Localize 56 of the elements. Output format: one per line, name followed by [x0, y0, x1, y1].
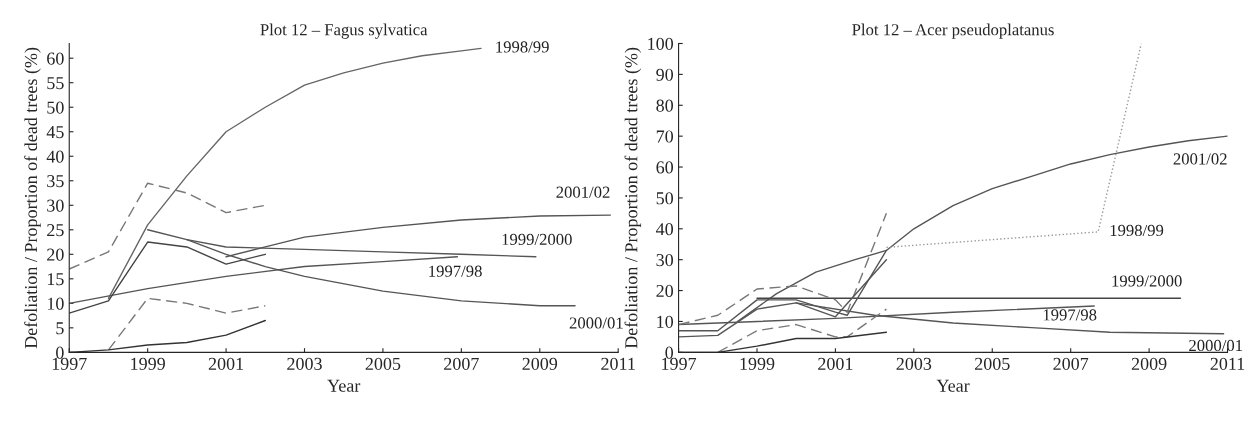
series-label: 2000/01: [569, 317, 623, 329]
y-tick-label: 100: [648, 37, 674, 50]
x-axis-title: Year: [327, 379, 361, 392]
x-axis-title: Year: [936, 379, 970, 392]
y-tick-label: 5: [56, 322, 64, 335]
x-tick-label: 2007: [1053, 357, 1089, 370]
x-tick-label: 2009: [1131, 357, 1167, 370]
x-tick-label: 1999: [740, 357, 775, 370]
series-label: 1998/99: [1110, 224, 1164, 237]
y-axis-title: Defoliation / Proportion of dead trees (%): [24, 47, 41, 349]
series-label: 1998/99: [496, 41, 549, 53]
series-label: 1997/98: [1043, 309, 1097, 321]
chart-title: Plot 12 – Acer pseudoplatanus: [852, 23, 1054, 39]
y-tick-label: 80: [656, 99, 674, 112]
y-tick-label: 30: [47, 199, 64, 212]
series-label: 1999/2000: [1112, 275, 1182, 287]
x-tick-label: 2011: [601, 357, 635, 370]
x-tick-label: 2009: [522, 357, 558, 370]
y-tick-label: 10: [657, 315, 674, 328]
y-tick-label: 0: [665, 346, 674, 359]
x-tick-label: 2001: [208, 357, 244, 370]
x-tick-label: 2003: [287, 357, 322, 370]
x-tick-label: 1997: [52, 357, 87, 370]
y-tick-label: 60: [47, 52, 64, 65]
x-tick-label: 2007: [444, 357, 479, 370]
y-tick-label: 30: [656, 253, 674, 267]
x-tick-label: 1999: [131, 357, 165, 370]
y-tick-label: 20: [47, 248, 64, 261]
y-tick-label: 40: [656, 223, 674, 236]
y-tick-label: 0: [56, 346, 64, 359]
series-label: 2000/01: [1189, 339, 1243, 352]
series-label: 1997/98: [429, 265, 482, 277]
series-label: 2001/02: [1173, 153, 1227, 165]
y-tick-label: 50: [47, 101, 64, 114]
y-tick-label: 55: [47, 77, 64, 90]
x-tick-label: 2003: [896, 357, 932, 370]
x-tick-label: 1997: [662, 357, 697, 370]
x-tick-label: 2011: [1210, 357, 1245, 370]
chart-title: Plot 12 – Fagus sylvatica: [260, 23, 428, 39]
y-tick-label: 20: [656, 284, 674, 298]
y-tick-label: 40: [46, 150, 64, 163]
series-label: 2001/02: [556, 186, 610, 198]
y-tick-label: 70: [656, 130, 674, 143]
x-tick-label: 2005: [975, 357, 1010, 370]
y-tick-label: 45: [46, 126, 64, 139]
series-label: 1999/2000: [502, 233, 572, 246]
y-axis-title: Defoliation / Proportion of dead trees (%): [624, 47, 642, 349]
y-tick-label: 15: [47, 273, 64, 286]
y-tick-label: 90: [656, 68, 674, 81]
y-tick-label: 50: [656, 192, 674, 205]
y-tick-label: 25: [47, 224, 64, 237]
y-tick-label: 35: [47, 175, 64, 188]
x-tick-label: 2001: [818, 357, 853, 370]
x-tick-label: 2005: [365, 357, 401, 370]
y-tick-label: 10: [47, 297, 64, 310]
y-tick-label: 60: [656, 161, 674, 174]
